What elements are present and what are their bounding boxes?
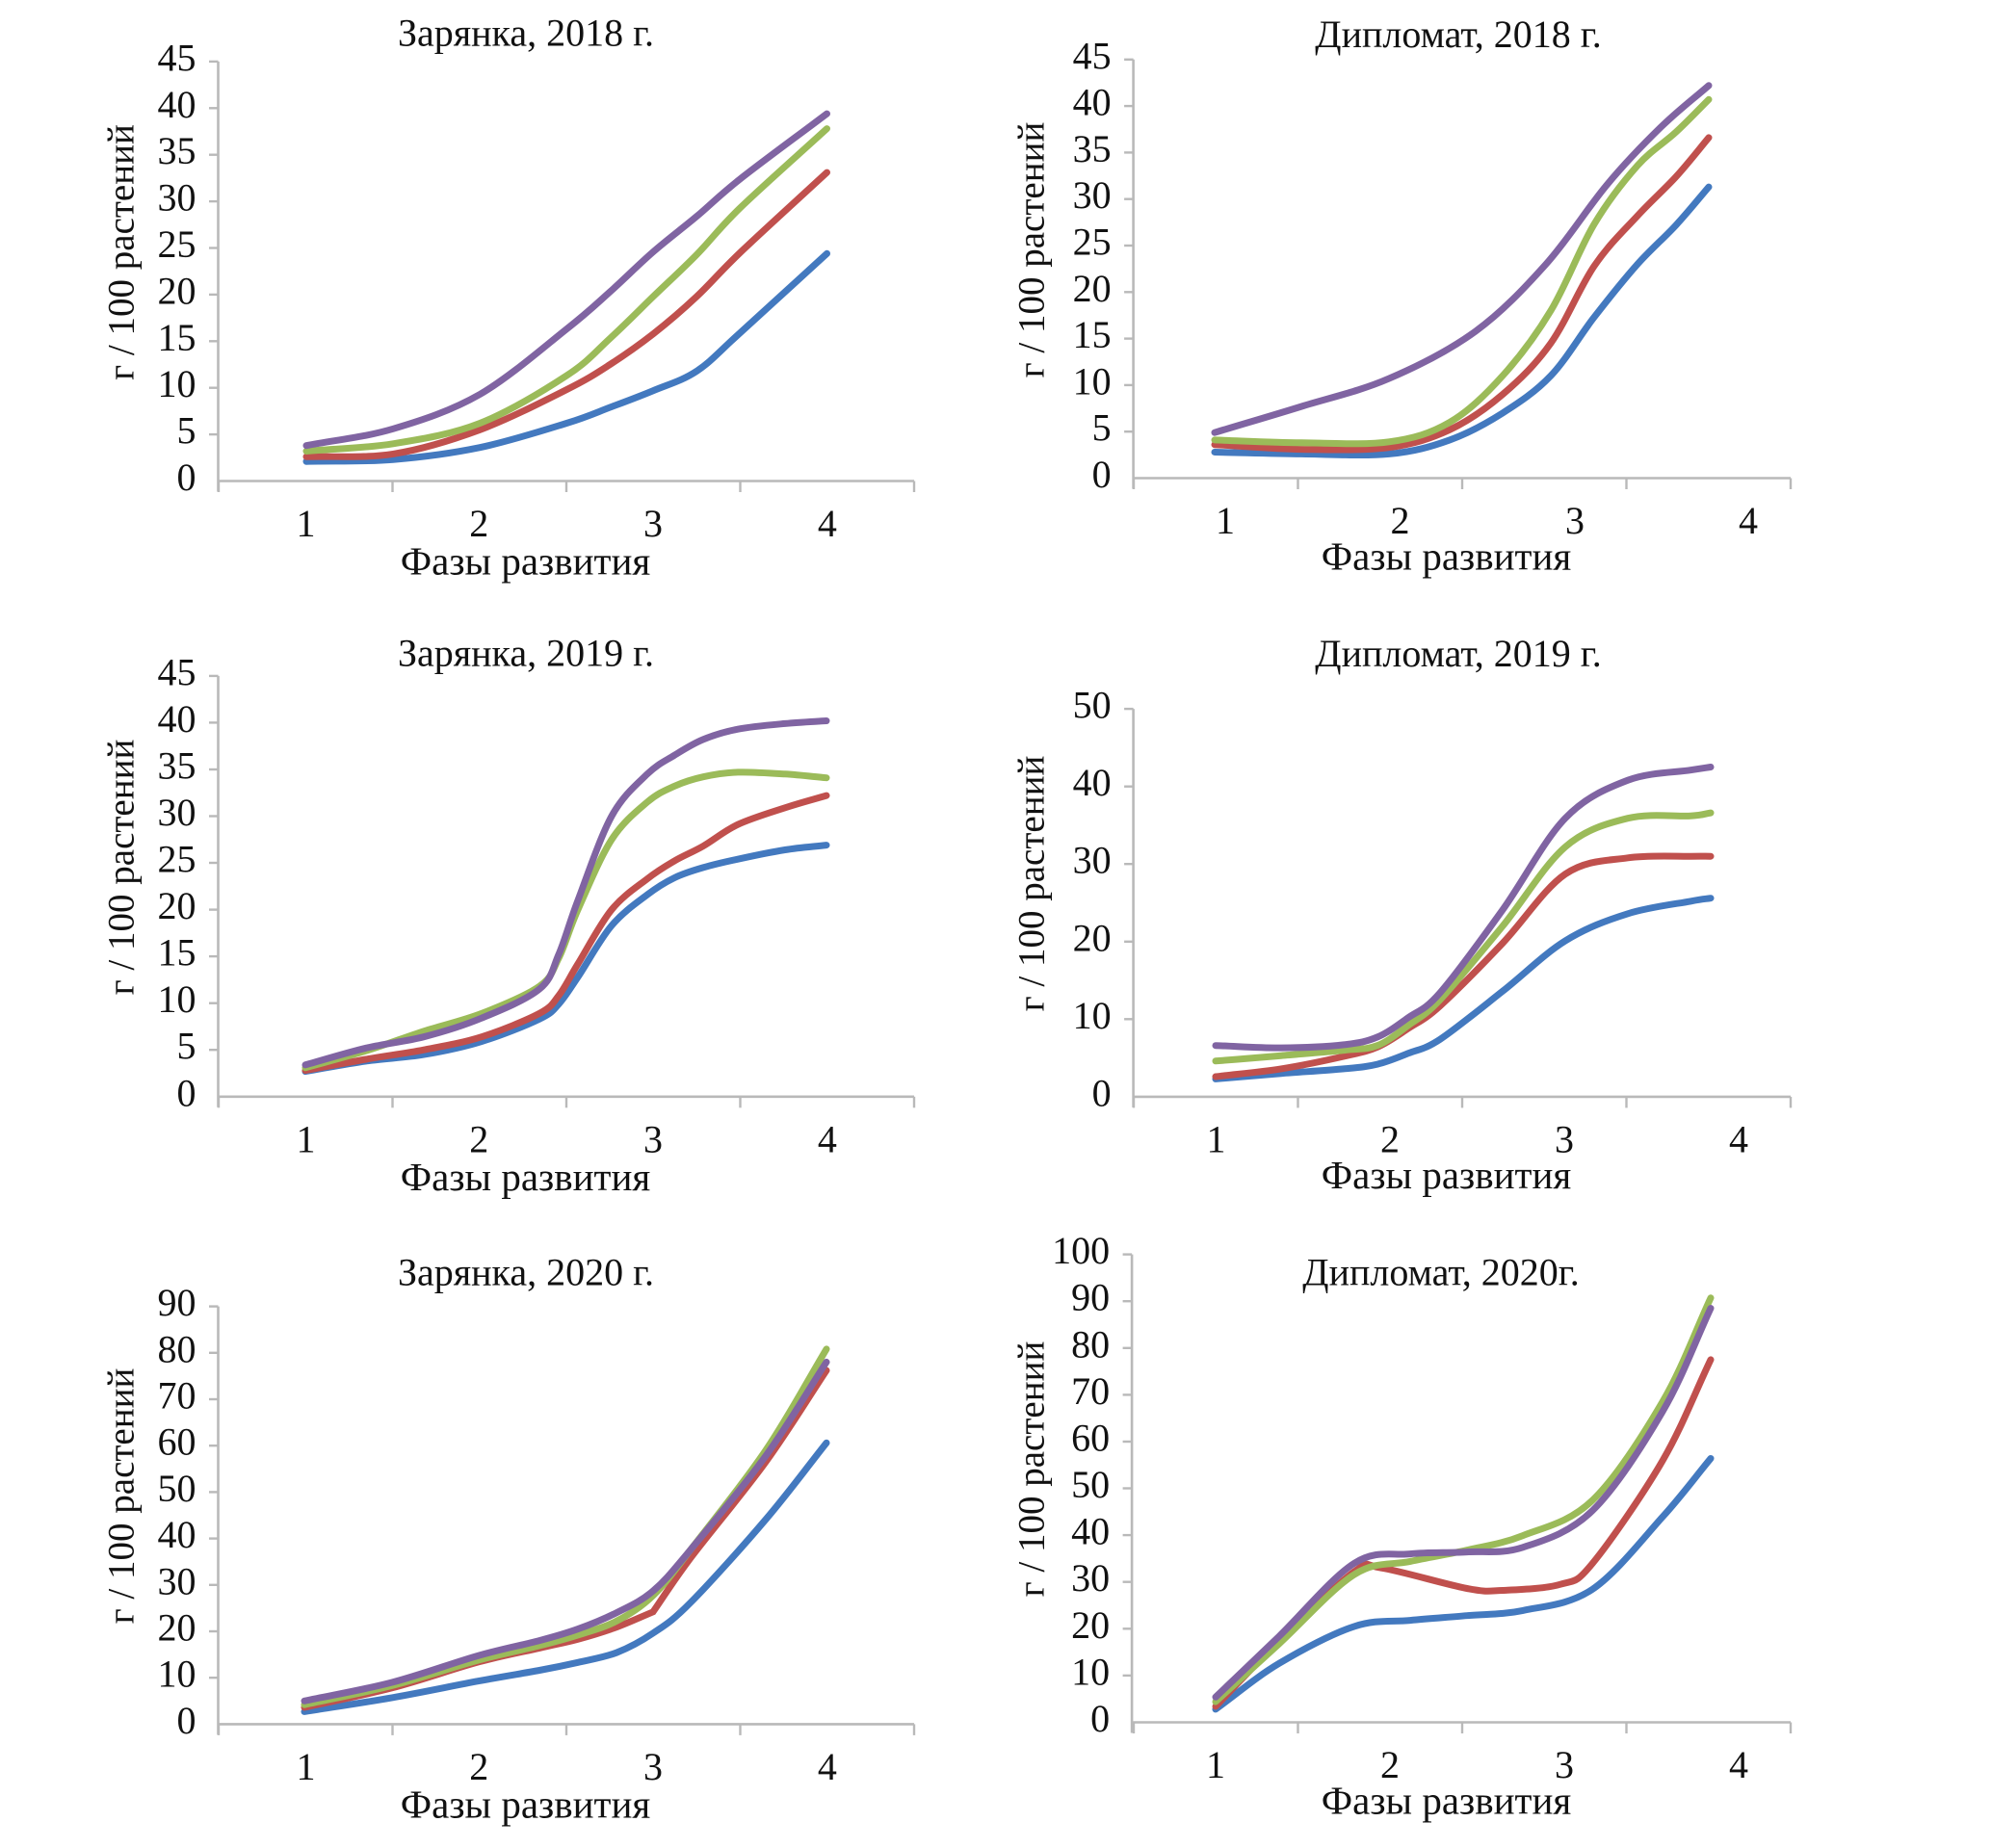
svg-text:30: 30 [158, 791, 196, 834]
svg-text:1: 1 [297, 1117, 316, 1160]
svg-text:35: 35 [158, 744, 196, 788]
svg-text:0: 0 [1092, 1071, 1112, 1114]
svg-text:70: 70 [158, 1374, 196, 1418]
svg-text:2: 2 [469, 502, 488, 545]
svg-text:3: 3 [643, 502, 663, 545]
svg-text:10: 10 [1071, 1650, 1110, 1693]
svg-text:15: 15 [158, 316, 196, 359]
svg-text:25: 25 [1073, 221, 1112, 264]
svg-text:Фазы развития: Фазы развития [401, 539, 651, 584]
svg-text:40: 40 [1073, 81, 1112, 124]
svg-text:Фазы развития: Фазы развития [1322, 1779, 1572, 1823]
svg-text:70: 70 [1071, 1369, 1110, 1413]
svg-text:г / 100 растений: г / 100 растений [101, 740, 143, 996]
svg-text:3: 3 [1555, 1743, 1574, 1786]
svg-text:0: 0 [1092, 453, 1112, 496]
svg-text:Фазы развития: Фазы развития [1322, 534, 1572, 579]
svg-text:20: 20 [1073, 916, 1112, 959]
svg-text:10: 10 [158, 977, 196, 1021]
svg-text:10: 10 [1073, 994, 1112, 1037]
svg-text:Фазы развития: Фазы развития [1322, 1153, 1572, 1197]
svg-text:40: 40 [1071, 1510, 1110, 1553]
svg-text:Дипломат, 2020г.: Дипломат, 2020г. [1302, 1251, 1579, 1294]
svg-text:45: 45 [158, 650, 196, 693]
svg-text:50: 50 [158, 1467, 196, 1510]
svg-text:2: 2 [1380, 1117, 1400, 1160]
svg-text:40: 40 [158, 697, 196, 741]
svg-text:4: 4 [818, 502, 837, 545]
svg-text:45: 45 [158, 36, 196, 79]
svg-text:г / 100 растений: г / 100 растений [101, 1368, 143, 1625]
svg-text:2: 2 [1391, 499, 1410, 542]
svg-text:20: 20 [158, 1606, 196, 1650]
svg-text:20: 20 [1071, 1603, 1110, 1647]
svg-text:2: 2 [469, 1117, 488, 1160]
svg-text:15: 15 [1073, 313, 1112, 356]
svg-text:0: 0 [177, 455, 196, 499]
svg-text:30: 30 [1073, 173, 1112, 217]
svg-text:30: 30 [1071, 1556, 1110, 1600]
svg-text:4: 4 [1729, 1743, 1748, 1786]
svg-text:0: 0 [177, 1699, 196, 1742]
svg-text:Зарянка, 2019 г.: Зарянка, 2019 г. [398, 632, 654, 675]
svg-text:4: 4 [1729, 1117, 1748, 1160]
svg-text:30: 30 [158, 176, 196, 220]
svg-text:4: 4 [818, 1745, 837, 1788]
svg-text:Фазы развития: Фазы развития [401, 1155, 651, 1199]
svg-text:Дипломат, 2019 г.: Дипломат, 2019 г. [1315, 632, 1601, 675]
svg-text:1: 1 [1206, 1743, 1225, 1786]
svg-text:0: 0 [1090, 1697, 1110, 1740]
svg-text:10: 10 [1073, 359, 1112, 403]
svg-text:2: 2 [1380, 1743, 1400, 1786]
svg-text:1: 1 [1207, 1117, 1226, 1160]
svg-text:50: 50 [1073, 684, 1112, 727]
svg-text:40: 40 [158, 1513, 196, 1556]
svg-text:Зарянка, 2020 г.: Зарянка, 2020 г. [398, 1251, 654, 1294]
svg-text:5: 5 [177, 1025, 196, 1068]
svg-text:Зарянка, 2018 г.: Зарянка, 2018 г. [398, 12, 654, 55]
svg-text:г / 100 растений: г / 100 растений [1011, 756, 1053, 1012]
svg-text:30: 30 [1073, 839, 1112, 882]
svg-text:90: 90 [158, 1281, 196, 1324]
svg-text:3: 3 [1565, 499, 1585, 542]
svg-text:Фазы развития: Фазы развития [401, 1782, 651, 1826]
svg-text:40: 40 [158, 83, 196, 126]
svg-text:1: 1 [1216, 499, 1235, 542]
svg-text:1: 1 [297, 502, 316, 545]
svg-text:25: 25 [158, 222, 196, 266]
svg-text:80: 80 [1071, 1322, 1110, 1366]
svg-text:3: 3 [643, 1117, 663, 1160]
svg-text:0: 0 [177, 1071, 196, 1114]
svg-text:г / 100 растений: г / 100 растений [1011, 1341, 1053, 1598]
svg-text:2: 2 [469, 1745, 488, 1788]
svg-text:4: 4 [1739, 499, 1758, 542]
svg-text:60: 60 [158, 1420, 196, 1464]
svg-text:30: 30 [158, 1559, 196, 1602]
svg-text:3: 3 [643, 1745, 663, 1788]
svg-text:60: 60 [1071, 1417, 1110, 1460]
svg-text:4: 4 [818, 1117, 837, 1160]
svg-text:45: 45 [1073, 34, 1112, 77]
svg-text:35: 35 [1073, 127, 1112, 170]
svg-text:40: 40 [1073, 761, 1112, 804]
svg-text:80: 80 [158, 1327, 196, 1370]
svg-text:Дипломат, 2018 г.: Дипломат, 2018 г. [1315, 13, 1601, 56]
svg-text:5: 5 [177, 409, 196, 453]
svg-text:1: 1 [297, 1745, 316, 1788]
svg-text:50: 50 [1071, 1463, 1110, 1506]
svg-text:90: 90 [1071, 1276, 1110, 1319]
svg-text:10: 10 [158, 1653, 196, 1696]
svg-text:100: 100 [1052, 1229, 1110, 1272]
svg-text:20: 20 [1073, 267, 1112, 310]
svg-text:35: 35 [158, 129, 196, 172]
svg-text:25: 25 [158, 838, 196, 881]
svg-text:10: 10 [158, 362, 196, 405]
svg-text:20: 20 [158, 884, 196, 927]
svg-text:20: 20 [158, 269, 196, 312]
svg-text:г / 100 растений: г / 100 растений [1011, 122, 1053, 378]
svg-text:3: 3 [1555, 1117, 1574, 1160]
svg-text:15: 15 [158, 931, 196, 975]
svg-text:г / 100 растений: г / 100 растений [101, 124, 143, 380]
svg-text:5: 5 [1092, 406, 1112, 450]
